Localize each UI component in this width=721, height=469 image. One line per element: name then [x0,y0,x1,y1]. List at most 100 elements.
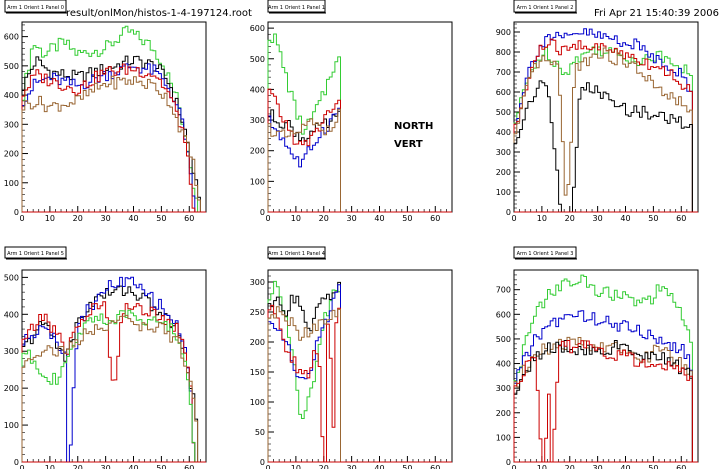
series-black [513,340,693,462]
y-tick-label: 600 [4,33,19,42]
y-tick-label: 200 [496,409,511,418]
y-tick-label: 400 [4,310,19,319]
x-tick-label: 0 [265,214,270,223]
y-tick-label: 200 [496,168,511,177]
x-tick-label: 40 [128,214,138,223]
x-tick-label: 0 [511,214,516,223]
y-tick-label: 600 [496,310,511,319]
y-tick-label: 0 [14,458,19,467]
x-tick-label: 20 [319,464,329,469]
y-tick-label: 200 [250,147,265,156]
panel-title-box [513,0,577,13]
x-tick-label: 10 [45,464,55,469]
y-tick-label: 500 [250,55,265,64]
y-tick-label: 800 [496,48,511,57]
series-brown [21,314,201,463]
x-tick-label: 60 [676,214,686,223]
panel-title-text: Arm 1 Orient 1 Panel 0 [7,5,64,11]
series-green [513,274,693,462]
x-tick-label: 50 [156,214,166,223]
x-tick-label: 10 [537,464,547,469]
series-blue [21,63,196,212]
x-tick-label: 10 [291,464,301,469]
y-tick-label: 500 [4,62,19,71]
y-tick-label: 300 [4,120,19,129]
y-tick-label: 300 [250,278,265,287]
y-tick-label: 0 [506,458,511,467]
x-tick-label: 20 [73,464,83,469]
series-blue [513,310,693,462]
panel-title-text: Arm 1 Orient 1 Panel 1 [268,5,325,11]
series-blue [21,276,196,463]
plot-frame [21,269,207,463]
panel-title: Arm 1 Orient 1 Panel 1 [267,0,326,14]
y-tick-label: 100 [496,433,511,442]
series-green [21,309,196,462]
x-tick-label: 0 [19,464,24,469]
y-tick-label: 400 [496,360,511,369]
north-label: NORTH [394,121,434,132]
series-black [513,80,693,213]
x-tick-label: 20 [565,214,575,223]
series-green [513,46,693,212]
y-tick-label: 0 [14,208,19,217]
y-tick-label: 250 [250,308,265,317]
y-tick-label: 100 [250,177,265,186]
panel-title-text: Arm 1 Orient 1 Panel 3 [517,251,574,257]
x-tick-label: 10 [537,214,547,223]
y-tick-label: 400 [250,85,265,94]
x-tick-label: 60 [184,464,194,469]
panel-title-text: Arm 1 Orient 1 Panel 5 [7,251,64,257]
y-tick-label: 0 [506,208,511,217]
series-red [21,63,196,212]
series-brown [267,108,344,213]
panel-title-text: Arm 1 Orient 1 Panel 2 [517,5,574,11]
x-tick-label: 10 [45,214,55,223]
y-tick-label: 700 [496,68,511,77]
x-tick-label: 50 [648,464,658,469]
panel-5: Arm 1 Orient 1 Panel 30 10 20 30 40 50 6001002… [496,246,699,469]
y-tick-label: 300 [496,384,511,393]
panel-title: Arm 1 Orient 1 Panel 5 [4,246,67,260]
x-tick-label: 30 [101,464,111,469]
x-tick-label: 40 [620,214,630,223]
x-tick-label: 30 [593,214,603,223]
x-tick-label: 50 [402,464,412,469]
x-tick-label: 0 [265,464,270,469]
y-tick-label: 300 [250,116,265,125]
y-tick-label: 500 [496,108,511,117]
x-tick-label: 0 [511,464,516,469]
y-tick-label: 900 [496,28,511,37]
panel-title-text: Arm 1 Orient 1 Panel 4 [268,251,325,257]
panel-title-box [267,0,326,13]
y-tick-label: 100 [496,188,511,197]
x-tick-label: 60 [430,214,440,223]
y-tick-label: 50 [255,428,265,437]
y-tick-label: 0 [260,208,265,217]
x-tick-label: 60 [184,214,194,223]
x-tick-label: 30 [347,464,357,469]
panel-2: Arm 1 Orient 1 Panel 20 10 20 30 40 50 6001002… [496,0,699,223]
panel-title: Arm 1 Orient 1 Panel 0 [4,0,67,14]
y-tick-label: 150 [250,368,265,377]
panel-1: Arm 1 Orient 1 Panel 10 10 20 30 40 50 6001002… [250,0,453,223]
y-tick-label: 400 [4,91,19,100]
panel-title-box [4,0,67,13]
y-tick-label: 100 [4,179,19,188]
panel-4: Arm 1 Orient 1 Panel 4 0 10 20 30 40 50 60 0 50 10… [250,246,453,469]
series-green [21,25,199,212]
y-tick-label: 500 [4,273,19,282]
panel-3: Arm 1 Orient 1 Panel 5 0 10 20 30 40 50 60 0 100 2… [4,246,207,469]
x-tick-label: 10 [291,214,301,223]
x-tick-label: 30 [347,214,357,223]
x-tick-label: 30 [101,214,111,223]
y-tick-label: 100 [4,421,19,430]
y-tick-label: 200 [4,384,19,393]
y-tick-label: 300 [496,148,511,157]
series-green [267,33,344,213]
x-tick-label: 40 [128,464,138,469]
y-tick-label: 200 [250,338,265,347]
series-blue [267,107,344,213]
datetime-label: Fri Apr 21 15:40:39 2006 [593,8,719,19]
